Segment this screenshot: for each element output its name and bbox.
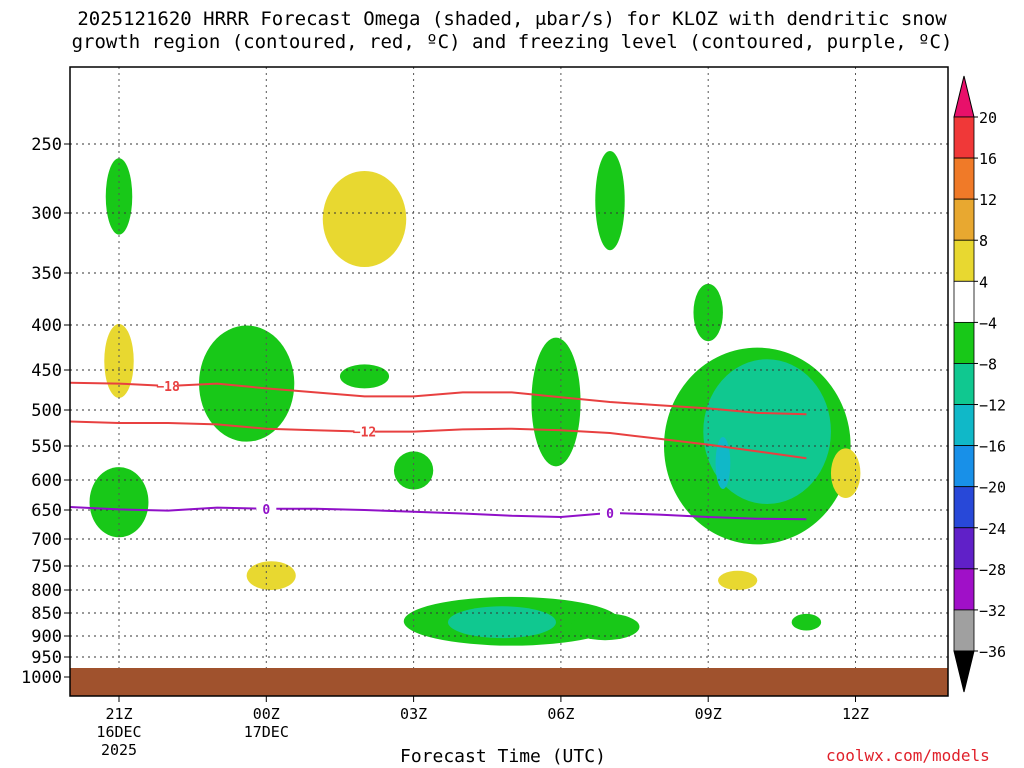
colorbar-top-arrow [953, 75, 975, 118]
contour-label-bg-2 [256, 500, 277, 515]
colorbar-label-4: 4 [979, 273, 988, 291]
omega-area-11 [447, 606, 556, 639]
y-tick-label-950: 950 [31, 648, 62, 668]
colorbar-label-13: −36 [979, 643, 1006, 661]
y-tick-label-400: 400 [31, 316, 62, 336]
omega-area-17 [718, 570, 758, 591]
y-tick-label-550: 550 [31, 437, 62, 457]
omega-area-2 [89, 467, 149, 538]
colorbar-label-1: 16 [979, 150, 997, 168]
colorbar-band-3 [953, 239, 975, 282]
contour-label-3: 0 [606, 507, 614, 522]
colorbar-band-9 [953, 486, 975, 529]
contour-label-bg-3 [600, 504, 620, 519]
y-tick-label-300: 300 [31, 204, 62, 224]
colorbar-band-6 [953, 363, 975, 405]
y-tick-label-250: 250 [31, 135, 62, 155]
y-tick-label-1000: 1000 [21, 668, 62, 688]
omega-shading [89, 150, 861, 646]
ground-fill [70, 668, 948, 696]
x-tick-date-21Z: 16DEC [96, 723, 141, 741]
plot-frame [69, 66, 949, 697]
colorbar-label-8: −16 [979, 438, 1006, 456]
y-tick-label-350: 350 [31, 264, 62, 284]
colorbar-label-11: −28 [979, 561, 1006, 579]
omega-area-19 [830, 448, 861, 499]
y-tick-label-850: 850 [31, 604, 62, 624]
contour-0 [70, 381, 807, 416]
contour-label-1: −12 [353, 426, 376, 441]
omega-area-0 [105, 158, 133, 235]
y-tick-label-450: 450 [31, 361, 62, 381]
y-tick-label-600: 600 [31, 471, 62, 491]
colorbar-label-10: −24 [979, 520, 1006, 538]
x-tick-label-09Z: 09Z [695, 705, 722, 723]
omega-area-3 [199, 325, 295, 442]
colorbar-band-0 [953, 116, 975, 159]
x-tick-year-21Z: 2025 [101, 741, 137, 759]
contour-1 [70, 420, 807, 460]
contour-label-0: −18 [156, 380, 180, 395]
colorbar-band-10 [953, 527, 975, 570]
colorbar-band-12 [953, 609, 975, 652]
colorbar-label-6: −8 [979, 355, 997, 373]
omega-area-13 [693, 283, 723, 342]
colorbar-band-11 [953, 568, 975, 611]
contour-label-2: 0 [262, 503, 270, 518]
y-tick-label-650: 650 [31, 501, 62, 521]
colorbar-band-2 [953, 198, 975, 241]
colorbar-label-2: 12 [979, 191, 997, 209]
colorbar-label-7: −12 [979, 397, 1006, 415]
colorbar-band-8 [953, 445, 975, 488]
omega-area-4 [246, 561, 296, 590]
chart-title-line-2: growth region (contoured, red, ºC) and f… [71, 31, 953, 53]
omega-area-8 [595, 150, 625, 251]
x-tick-label-21Z: 21Z [105, 705, 132, 723]
colorbar-band-5 [953, 321, 975, 364]
x-tick-label-12Z: 12Z [842, 705, 869, 723]
colorbar-label-9: −20 [979, 479, 1006, 497]
contour-label-bg-0 [158, 378, 179, 392]
x-tick-date-00Z: 17DEC [244, 723, 289, 741]
colorbar-label-5: −4 [979, 314, 997, 332]
y-tick-label-700: 700 [31, 530, 62, 550]
x-tick-label-03Z: 03Z [400, 705, 427, 723]
colorbar-bottom-arrow [953, 650, 975, 693]
omega-area-9 [531, 337, 581, 467]
colorbar-band-7 [953, 404, 975, 447]
chart-title-line-1: 2025121620 HRRR Forecast Omega (shaded, … [77, 8, 947, 30]
x-axis-label: Forecast Time (UTC) [400, 746, 606, 767]
y-tick-label-500: 500 [31, 401, 62, 421]
x-tick-label-00Z: 00Z [253, 705, 280, 723]
y-tick-label-800: 800 [31, 581, 62, 601]
y-tick-label-750: 750 [31, 557, 62, 577]
colorbar-label-12: −32 [979, 602, 1006, 620]
colorbar-label-3: 8 [979, 232, 988, 250]
omega-area-15 [703, 359, 831, 504]
colorbar-band-1 [953, 157, 975, 200]
colorbar-band-4 [953, 280, 975, 323]
omega-area-6 [339, 364, 390, 389]
y-tick-label-900: 900 [31, 627, 62, 647]
credit-link[interactable]: coolwx.com/models [826, 746, 990, 765]
contour-2 [70, 506, 807, 521]
omega-area-16 [715, 437, 731, 489]
x-tick-label-06Z: 06Z [547, 705, 574, 723]
colorbar-label-0: 20 [979, 109, 997, 127]
omega-area-5 [322, 171, 407, 267]
omega-area-18 [791, 613, 822, 631]
contour-label-bg-1 [354, 423, 375, 438]
omega-area-12 [570, 613, 640, 641]
